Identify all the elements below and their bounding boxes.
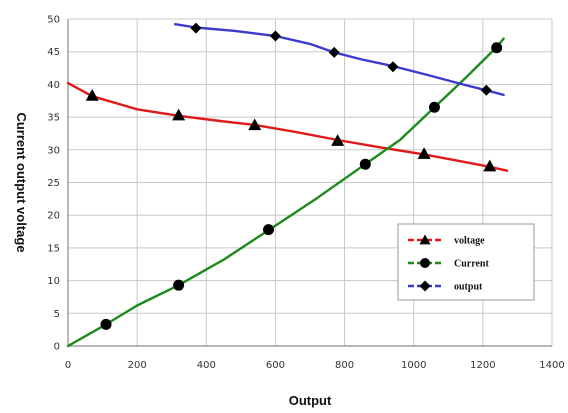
x-tick-label: 1200 <box>470 360 495 371</box>
legend-item-current: Current <box>408 258 489 270</box>
data-point-voltage <box>331 134 345 146</box>
series-line-output <box>173 23 505 97</box>
legend-items: voltage Current output <box>408 234 489 293</box>
y-tick-label: 30 <box>47 145 60 156</box>
data-point-voltage <box>417 147 431 159</box>
data-point-output <box>328 46 340 58</box>
y-tick-label: 50 <box>47 15 60 26</box>
legend-marker-output <box>419 280 431 292</box>
series-line-voltage <box>66 81 509 172</box>
data-point-voltage <box>483 159 497 172</box>
y-tick-label: 15 <box>47 243 60 254</box>
y-tick-label: 20 <box>47 211 60 222</box>
legend-item-output: output <box>408 280 483 293</box>
series-line-current <box>66 37 505 348</box>
data-point-output <box>269 30 281 42</box>
series-markers <box>85 22 503 330</box>
data-point-voltage <box>172 108 186 121</box>
data-point-current <box>491 42 503 54</box>
data-point-current <box>428 101 440 113</box>
x-tick-label: 200 <box>128 360 147 371</box>
data-point-output <box>387 61 399 73</box>
data-point-current <box>100 318 112 330</box>
legend-label-current: Current <box>454 259 489 270</box>
x-tick-label: 0 <box>65 360 71 371</box>
y-tick-label: 25 <box>47 178 60 189</box>
legend-marker-current <box>420 258 430 268</box>
tick-labels: 0 200 400 600 800 1000 1200 1400 0 5 10 15 20 25 30 35 4… <box>47 15 564 372</box>
y-tick-label: 45 <box>47 47 60 58</box>
data-point-output <box>190 22 202 34</box>
x-tick-label: 1000 <box>401 360 426 371</box>
series-lines <box>66 23 509 348</box>
legend-marker-voltage <box>419 234 431 245</box>
data-point-current <box>359 158 371 170</box>
y-tick-label: 5 <box>54 309 60 320</box>
x-tick-label: 400 <box>197 360 216 371</box>
legend-label-voltage: voltage <box>454 236 485 247</box>
x-tick-label: 600 <box>266 360 285 371</box>
data-point-current <box>263 224 275 236</box>
legend-label-output: output <box>454 282 483 293</box>
data-point-output <box>480 84 492 96</box>
legend-item-voltage: voltage <box>408 234 485 247</box>
x-tick-label: 1400 <box>539 360 564 371</box>
data-point-current <box>173 279 185 291</box>
legend: voltage Current output <box>397 223 535 301</box>
y-tick-label: 10 <box>47 276 60 287</box>
y-tick-label: 35 <box>47 113 60 124</box>
x-tick-label: 800 <box>335 360 354 371</box>
axes <box>67 19 552 347</box>
x-axis-title: Output <box>289 393 332 408</box>
y-tick-label: 0 <box>54 342 60 353</box>
y-tick-label: 40 <box>47 80 60 91</box>
data-point-voltage <box>248 118 262 131</box>
data-point-voltage <box>85 89 99 101</box>
y-axis-title: Current output voltage <box>14 112 29 252</box>
